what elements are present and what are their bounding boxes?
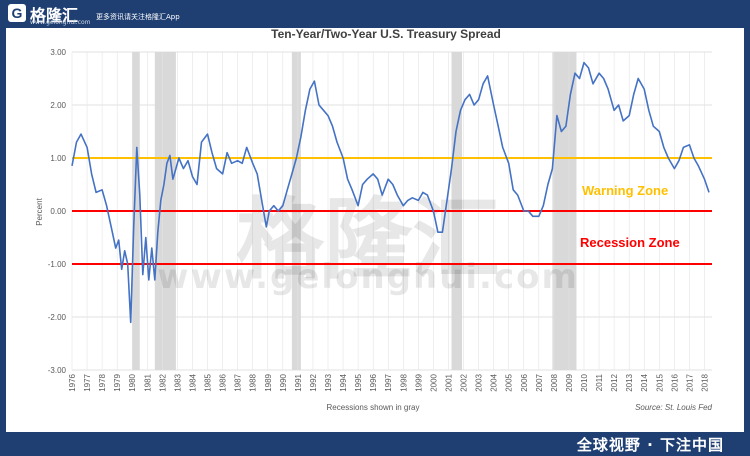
series-line-0 [71,61,710,324]
y-axis-label: Percent [35,197,44,225]
x-tick-label-23: 1999 [414,373,423,391]
x-tick-label-1: 1977 [83,373,92,391]
x-tick-label-33: 2009 [565,373,574,391]
x-tick-label-20: 1996 [369,373,378,391]
x-tick-label-38: 2014 [640,373,649,391]
x-tick-label-32: 2008 [550,373,559,391]
chart-title: Ten-Year/Two-Year U.S. Treasury Spread [271,28,501,41]
x-tick-label-9: 1985 [204,373,213,391]
y-tick-label-5: -2.00 [48,313,67,322]
x-tick-label-31: 2007 [535,373,544,391]
x-tick-label-8: 1984 [189,373,198,391]
x-tick-label-24: 2000 [429,373,438,391]
series-lines [71,61,710,324]
x-tick-label-2: 1978 [98,373,107,391]
y-tick-label-6: -3.00 [48,366,67,375]
x-tick-label-12: 1988 [249,373,258,391]
x-tick-label-26: 2002 [460,373,469,391]
x-tick-label-21: 1997 [384,373,393,391]
x-tick-label-34: 2010 [580,373,589,391]
x-tick-label-3: 1979 [113,373,122,391]
chart-svg: 格隆汇 www.gelonghui.com 3.00 2.00 1.00 0.00 -1… [35,28,713,412]
y-tick-label-1: 2.00 [50,101,66,110]
x-tick-label-13: 1989 [264,373,273,391]
x-tick-label-4: 1980 [128,373,137,391]
y-tick-label-4: -1.00 [48,260,67,269]
brand-name: 格隆汇 [30,6,79,25]
x-tick-label-7: 1983 [173,373,182,391]
x-tick-label-14: 1990 [279,373,288,391]
x-tick-label-36: 2012 [610,373,619,391]
x-tick-label-10: 1986 [219,373,228,391]
brand-logo-icon: G [8,4,26,22]
x-tick-label-41: 2017 [685,373,694,391]
x-tick-label-11: 1987 [234,373,243,391]
source-note: Source: St. Louis Fed [635,403,712,412]
footer-slogan: 全球视野 · 下注中国 [576,436,724,454]
x-tick-label-37: 2013 [625,373,634,391]
y-tick-label-2: 1.00 [50,154,66,163]
recession-zone-label: Recession Zone [580,235,680,250]
x-tick-label-19: 1995 [354,373,363,391]
x-tick-label-25: 2001 [445,373,454,391]
x-tick-label-6: 1982 [158,373,167,391]
y-axis-ticks: 3.00 2.00 1.00 0.00 -1.00 -2.00 -3.00 [48,48,67,375]
x-tick-label-40: 2016 [670,373,679,391]
x-tick-label-39: 2015 [655,373,664,391]
x-tick-label-42: 2018 [701,373,710,391]
x-tick-label-35: 2011 [595,373,604,391]
x-tick-label-15: 1991 [294,373,303,391]
watermark-text-cn: 格隆汇 [236,188,500,291]
chart-panel: 格隆汇 www.gelonghui.com 3.00 2.00 1.00 0.00 -1… [6,28,744,432]
brand-header: G 格隆汇 www.gelonghui.com 更多资讯请关注格隆汇App [0,0,750,28]
x-tick-label-30: 2006 [520,373,529,391]
y-tick-label-0: 3.00 [50,48,66,57]
x-tick-label-17: 1993 [324,373,333,391]
brand-tagline: 更多资讯请关注格隆汇App [96,13,180,21]
y-tick-label-3: 0.00 [50,207,66,216]
x-tick-label-18: 1994 [339,373,348,391]
x-axis-note: Recessions shown in gray [327,403,420,412]
x-tick-label-27: 2003 [475,373,484,391]
x-tick-label-16: 1992 [309,373,318,391]
brand-url: www.gelonghui.com [30,19,91,26]
x-axis-ticks: 1976 1977 1978 1979 1980 1981 1982 1983 1984 1985… [68,373,710,391]
x-tick-label-29: 2005 [505,373,514,391]
x-tick-label-5: 1981 [143,373,152,391]
x-tick-label-0: 1976 [68,373,77,391]
warning-zone-label: Warning Zone [582,183,668,198]
x-tick-label-28: 2004 [490,373,499,391]
x-tick-label-22: 1998 [399,373,408,391]
watermark: 格隆汇 www.gelonghui.com [157,188,577,297]
